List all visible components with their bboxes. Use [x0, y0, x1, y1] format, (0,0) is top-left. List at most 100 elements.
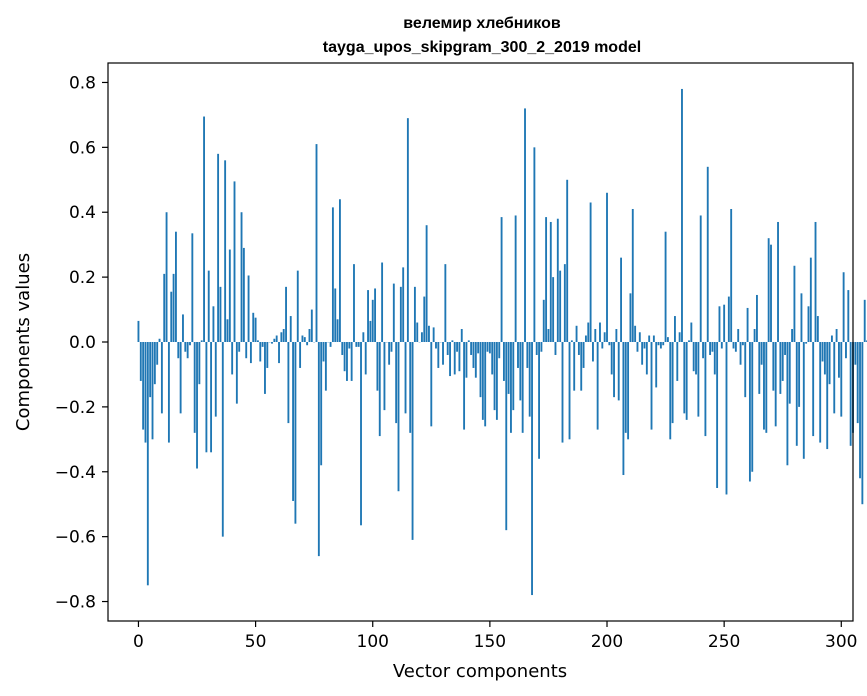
- bar-component-241: [702, 342, 704, 359]
- bar-component-213: [636, 342, 639, 352]
- bar-component-220: [652, 335, 655, 342]
- bar-component-43: [238, 342, 241, 352]
- bar-component-17: [177, 342, 180, 359]
- y-axis-label: Components values: [13, 253, 34, 431]
- bar-component-292: [821, 342, 824, 362]
- bar-component-276: [784, 342, 786, 355]
- bar-component-221: [655, 342, 658, 388]
- bar-component-193: [589, 202, 592, 342]
- bar-component-52: [259, 342, 262, 362]
- bar-component-284: [802, 342, 805, 459]
- y-tick-label: −0.4: [55, 463, 96, 483]
- bar-component-144: [474, 342, 477, 378]
- bar-component-142: [470, 342, 473, 355]
- bar-component-257: [739, 342, 742, 365]
- bar-component-203: [613, 342, 615, 398]
- bar-component-189: [580, 342, 583, 391]
- bar-component-238: [695, 342, 697, 375]
- bar-component-119: [416, 322, 419, 342]
- bar-component-28: [203, 116, 205, 342]
- bar-component-10: [160, 342, 163, 414]
- bar-component-279: [791, 329, 794, 342]
- bar-component-80: [324, 342, 327, 391]
- bar-component-9: [158, 338, 161, 342]
- bar-component-293: [823, 342, 826, 375]
- bar-component-16: [175, 231, 177, 342]
- bar-component-174: [545, 217, 548, 342]
- bar-component-195: [594, 329, 597, 342]
- bar-component-277: [786, 342, 789, 466]
- bar-component-94: [357, 342, 360, 347]
- bar-component-298: [835, 329, 838, 342]
- bar-component-269: [767, 238, 770, 342]
- bar-component-150: [488, 342, 491, 354]
- bar-component-225: [664, 231, 667, 342]
- bar-component-137: [458, 342, 461, 372]
- bar-component-296: [830, 335, 833, 342]
- bar-component-104: [381, 262, 384, 342]
- bar-component-258: [741, 342, 744, 346]
- bar-component-232: [681, 88, 683, 342]
- bar-component-299: [838, 342, 840, 378]
- bar-component-202: [610, 342, 613, 375]
- bar-component-206: [620, 257, 622, 342]
- chart-subtitle: tayga_upos_skipgram_300_2_2019 model: [323, 39, 641, 56]
- bar-component-247: [716, 342, 719, 488]
- bar-component-240: [699, 215, 702, 342]
- bar-component-128: [437, 342, 440, 368]
- bar-component-4: [146, 342, 149, 586]
- bar-component-116: [409, 342, 412, 433]
- bar-component-47: [247, 275, 250, 342]
- bar-component-103: [378, 342, 381, 437]
- bar-component-14: [170, 291, 173, 342]
- bar-component-280: [793, 265, 796, 342]
- bar-component-117: [411, 342, 414, 540]
- bar-component-38: [226, 319, 229, 342]
- bar-component-58: [273, 338, 276, 342]
- bar-component-46: [245, 342, 248, 359]
- bar-component-60: [278, 342, 280, 364]
- x-tick-label: 250: [708, 632, 740, 652]
- bar-component-304: [849, 342, 852, 446]
- bar-component-210: [629, 293, 632, 342]
- bar-component-166: [526, 342, 529, 368]
- bar-component-159: [510, 342, 512, 433]
- bar-component-39: [228, 249, 231, 342]
- bar-component-78: [320, 342, 323, 466]
- bar-component-198: [601, 342, 604, 349]
- bar-component-190: [582, 342, 585, 368]
- bar-component-36: [221, 342, 224, 537]
- bar-component-79: [322, 342, 325, 362]
- bar-component-18: [179, 342, 182, 414]
- bar-component-35: [219, 286, 222, 342]
- bar-component-1: [139, 342, 142, 381]
- bar-component-125: [430, 342, 433, 427]
- bar-component-31: [210, 342, 213, 453]
- bar-component-287: [809, 257, 812, 342]
- bar-component-229: [674, 316, 676, 342]
- bar-component-126: [432, 327, 435, 342]
- bar-component-281: [795, 342, 798, 446]
- bar-component-167: [528, 342, 531, 417]
- bar-component-8: [156, 342, 159, 365]
- bar-component-256: [737, 329, 740, 342]
- bar-component-215: [641, 342, 644, 365]
- bar-component-95: [360, 342, 362, 526]
- bar-component-180: [559, 270, 562, 342]
- bar-component-239: [697, 342, 700, 417]
- bar-component-100: [371, 299, 374, 342]
- bar-component-3: [144, 342, 147, 443]
- bar-component-114: [404, 342, 407, 414]
- bar-component-278: [788, 342, 791, 404]
- bar-component-171: [538, 342, 540, 459]
- bar-component-86: [339, 199, 341, 342]
- bar-component-63: [285, 286, 287, 342]
- bar-component-294: [826, 342, 829, 450]
- bar-component-121: [420, 332, 423, 342]
- bar-component-87: [341, 342, 344, 355]
- bar-component-263: [753, 329, 756, 342]
- bar-component-57: [271, 342, 273, 344]
- bar-component-196: [596, 342, 599, 430]
- bar-component-262: [751, 342, 754, 472]
